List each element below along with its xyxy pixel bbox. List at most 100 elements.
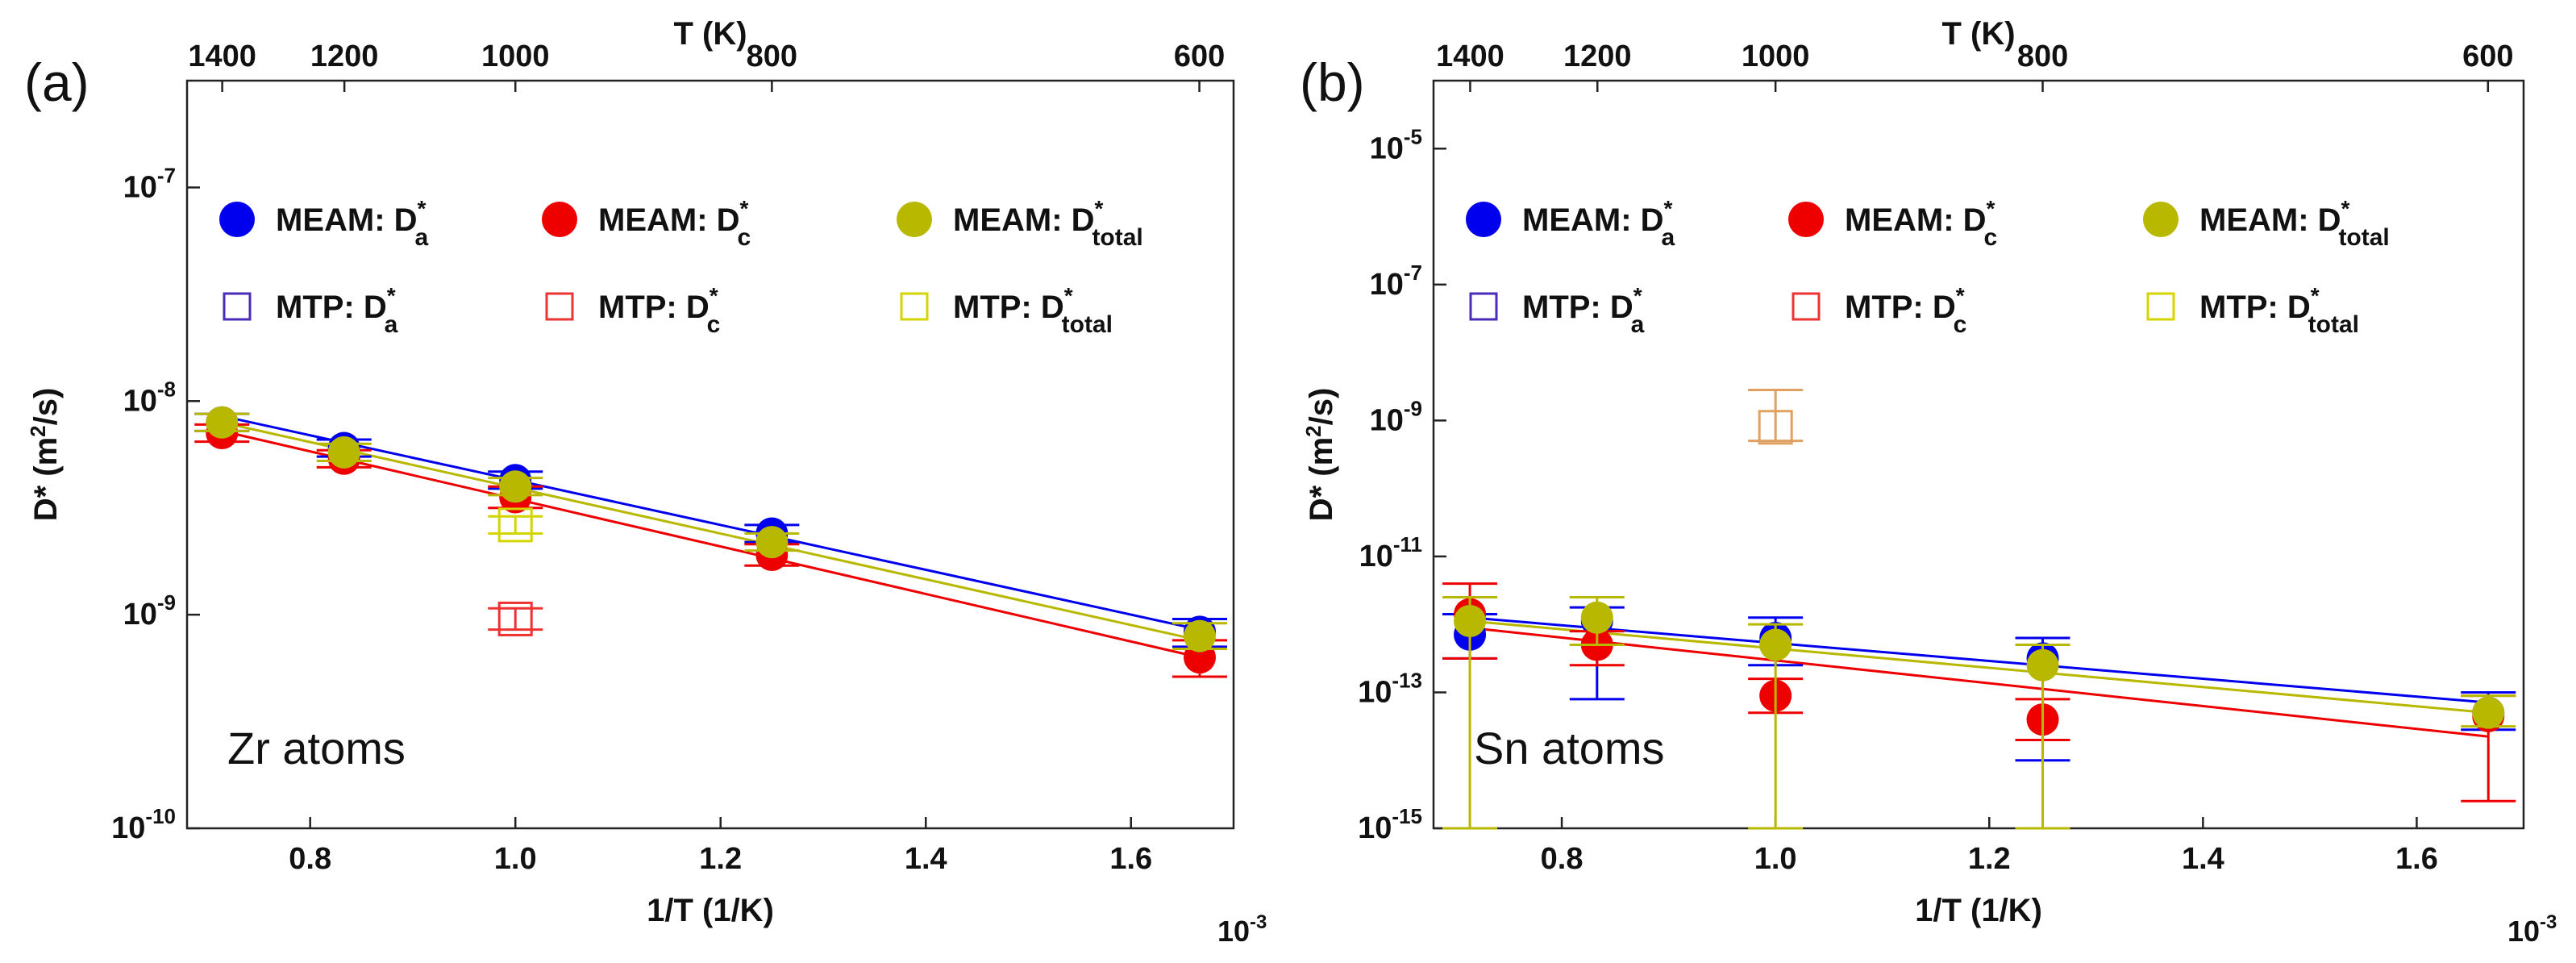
fit-line [221, 429, 1201, 659]
legend-label-sup: * [2311, 283, 2320, 308]
legend-marker [1466, 202, 1501, 237]
top-tick-label: 600 [1174, 40, 1225, 73]
y-tick-exponent: -13 [1392, 668, 1422, 692]
x-tick-label: 1.0 [1754, 842, 1797, 876]
panel-a: (a) T (K) 1400 1200 1000 800 600 0.8 1.0 1.2 1.4 1.… [24, 16, 1267, 948]
x-tick-label: 0.8 [1541, 842, 1583, 876]
y-axis-label-tail: /s) [28, 388, 64, 426]
legend-marker [542, 202, 577, 237]
x-tick-label: 0.8 [289, 842, 331, 876]
legend-label-sub: c [737, 224, 751, 251]
legend-label-sup: * [710, 283, 718, 308]
legend-label-sub: total [2338, 224, 2389, 251]
x-tick-label: 1.4 [905, 842, 947, 876]
legend-label-sub: total [1062, 311, 1113, 338]
legend-label: MTP: D* total [953, 283, 1113, 338]
legend-marker [219, 202, 255, 237]
y-tick-exponent: -9 [157, 590, 176, 615]
legend-label-sup: * [1664, 196, 1673, 221]
y-axis-label-sup: 2 [1301, 425, 1325, 436]
legend-label: MEAM: D* total [2199, 196, 2390, 251]
data-point [497, 601, 533, 636]
legend-label: MEAM: D* total [953, 196, 1143, 251]
top-tick-label: 1200 [1563, 40, 1632, 73]
x-tick-label: 1.2 [699, 842, 742, 876]
top-tick-label: 800 [747, 40, 797, 73]
top-tick-label: 1000 [1742, 40, 1810, 73]
fit-line [221, 415, 1201, 632]
x-tick-label: 1.2 [1968, 842, 2011, 876]
fit-line [1469, 626, 2489, 738]
data-point [1580, 601, 1613, 634]
legend-label-sup: * [1064, 283, 1073, 308]
legend-label: MEAM: D* a [276, 196, 428, 251]
legend-label-sub: total [2308, 311, 2359, 338]
fit-line [1469, 619, 2489, 715]
y-tick-label: 10-10 [111, 804, 176, 845]
legend-label-sup: * [387, 283, 396, 308]
legend-marker [1788, 202, 1824, 237]
y-tick-exponent: -10 [145, 804, 176, 828]
legend-label: MEAM: D* c [1845, 196, 1997, 251]
y-tick-exponent: -8 [157, 377, 176, 401]
legend-label: MTP: D* c [1845, 283, 1966, 338]
top-tick-label: 1000 [481, 40, 550, 73]
y-tick-label: 10-7 [1370, 261, 1422, 302]
legend-marker [897, 202, 932, 237]
legend-label-sub: c [707, 311, 721, 338]
data-point [755, 526, 789, 559]
atom-annotation: Sn atoms [1474, 723, 1665, 773]
y-axis-label: D* (m2/s) [1301, 388, 1339, 522]
top-axis-label: T (K) [673, 16, 747, 52]
y-tick-label: 10-11 [1359, 532, 1422, 573]
legend-label-sup: * [1633, 283, 1642, 308]
legend-label: MTP: D* a [276, 283, 398, 338]
data-point [206, 406, 239, 439]
y-axis-label: D* (m2/s) [26, 388, 64, 522]
plot-frame [1432, 79, 2525, 830]
x-tick-label: 1.6 [1109, 842, 1152, 876]
y-tick-exponent: -7 [157, 163, 176, 187]
legend-label-sub: a [385, 311, 398, 338]
data-point [1759, 628, 1792, 661]
x-tick-label: 1.6 [2395, 842, 2438, 876]
y-tick-label: 10-5 [1370, 124, 1422, 165]
y-axis-label-tail: /s) [1304, 388, 1339, 426]
top-tick-label: 600 [2462, 40, 2513, 73]
panel-b: (b) T (K) 1400 1200 1000 800 600 0.8 1.0 1.2 1.4 1.… [1300, 16, 2557, 948]
y-tick-label: 10-9 [1370, 396, 1422, 437]
x-multiplier: 10-3 [2507, 911, 2557, 948]
fit-line [221, 421, 1201, 642]
x-tick-label: 1.0 [494, 842, 537, 876]
legend-label: MTP: D* a [1522, 283, 1645, 338]
y-tick-exponent: -7 [1404, 261, 1422, 285]
legend-label-sub: a [1631, 311, 1645, 338]
x-multiplier-exponent: -3 [1250, 911, 1267, 933]
top-tick-label: 1200 [310, 40, 379, 73]
data-point [2472, 696, 2505, 729]
y-tick-label: 10-8 [123, 377, 176, 418]
plot-frame [185, 79, 1235, 830]
y-tick-exponent: -5 [1404, 124, 1422, 148]
x-axis-label: 1/T (1/K) [647, 893, 774, 928]
data-point [499, 470, 532, 503]
y-tick-exponent: -11 [1393, 532, 1422, 557]
data-point [1454, 604, 1487, 637]
top-tick-label: 1400 [188, 40, 256, 73]
data-point [497, 507, 533, 543]
legend-label-sup: * [418, 196, 427, 221]
legend-label-sub: total [1092, 224, 1142, 251]
legend-label-sup: * [1095, 196, 1104, 221]
legend-label-sup: * [1987, 196, 1995, 221]
legend-label: MTP: D* total [2199, 283, 2359, 338]
x-tick-label: 1.4 [2182, 842, 2224, 876]
legend-label-sup: * [1956, 283, 1965, 308]
legend-label-sup: * [740, 196, 749, 221]
y-tick-label: 10-9 [123, 590, 176, 632]
legend-label-sub: c [1983, 224, 1997, 251]
x-multiplier-exponent: -3 [2540, 911, 2557, 933]
legend-label: MEAM: D* a [1522, 196, 1675, 251]
x-axis-label: 1/T (1/K) [1915, 893, 2042, 928]
y-tick-label: 10-7 [123, 163, 176, 204]
legend-marker [223, 292, 252, 321]
